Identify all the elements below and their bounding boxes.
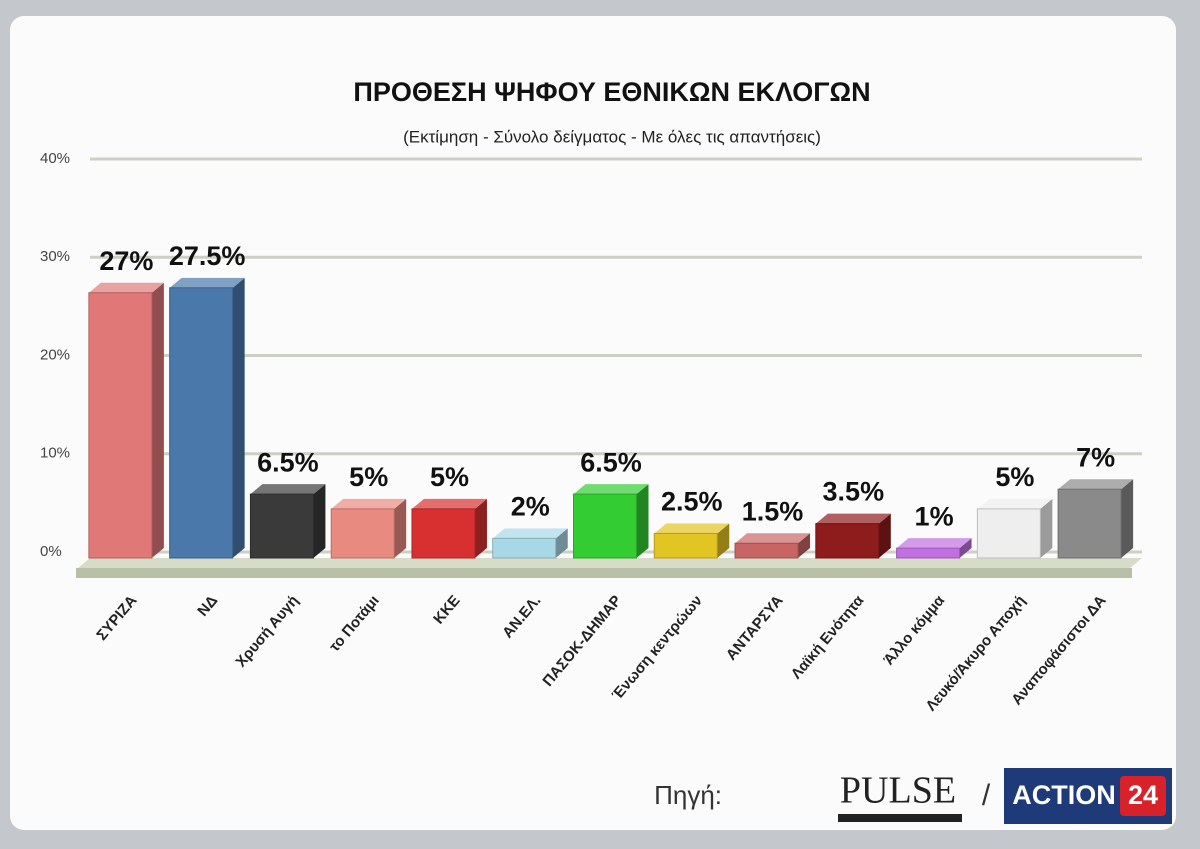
bar-side	[717, 523, 730, 558]
value-label: 27%	[99, 246, 153, 276]
bar-top	[250, 484, 326, 495]
bar-side	[959, 538, 972, 558]
bar-top	[896, 538, 972, 549]
bar-top	[88, 282, 164, 293]
floor-top	[78, 558, 1142, 568]
value-label: 6.5%	[257, 447, 319, 477]
y-tick-label: 10%	[40, 445, 70, 462]
panel	[10, 16, 1176, 830]
value-label: 5%	[430, 462, 469, 492]
chart-title: ΠΡΟΘΕΣΗ ΨΗΦΟΥ ΕΘΝΙΚΩΝ ΕΚΛΟΓΩΝ	[353, 77, 870, 107]
logo-action-box	[1120, 776, 1166, 816]
logo-action-number: 24	[1128, 780, 1158, 810]
logo-action: ACTION	[1012, 780, 1116, 810]
value-label: 2%	[511, 491, 550, 521]
bar-top	[815, 513, 891, 524]
bar-side	[151, 282, 164, 558]
value-label: 5%	[349, 462, 388, 492]
bar-top	[492, 528, 568, 539]
logo-pulse: PULSE	[840, 770, 956, 812]
bar	[976, 508, 1041, 559]
bar-side	[798, 533, 811, 558]
bar-side	[555, 528, 568, 558]
bar-top	[573, 484, 649, 495]
bar	[815, 523, 880, 559]
value-label: 1.5%	[742, 496, 804, 526]
bar	[411, 508, 476, 559]
bar-side	[1040, 498, 1053, 558]
y-tick-label: 30%	[40, 248, 70, 265]
bar-top	[977, 498, 1053, 509]
separator: /	[982, 779, 991, 812]
bar	[1057, 488, 1122, 559]
bar-side	[232, 277, 245, 558]
bar	[896, 547, 961, 559]
value-label: 3.5%	[823, 477, 885, 507]
value-label: 1%	[915, 501, 954, 531]
logo-pulse-bar	[838, 814, 962, 822]
source-label: Πηγή:	[654, 780, 722, 810]
y-tick-label: 0%	[40, 543, 62, 560]
bar	[573, 493, 637, 559]
value-label: 6.5%	[580, 447, 642, 477]
bar-side	[878, 513, 891, 558]
bar	[653, 532, 718, 559]
bar	[169, 287, 234, 559]
bar	[249, 493, 314, 559]
bar	[88, 292, 153, 559]
bar-side	[1121, 479, 1134, 558]
bar	[330, 508, 395, 559]
bar-side	[313, 484, 326, 558]
y-tick-label: 20%	[40, 346, 70, 363]
value-label: 27.5%	[169, 241, 246, 271]
bar	[492, 537, 557, 559]
bar-top	[1058, 479, 1134, 490]
bar	[734, 542, 799, 559]
bar-side	[394, 498, 407, 558]
bar-top	[169, 277, 245, 288]
bar-top	[411, 498, 487, 509]
value-label: 2.5%	[661, 487, 723, 517]
y-tick-label: 40%	[40, 150, 70, 167]
bar-side	[636, 484, 649, 558]
value-label: 7%	[1076, 442, 1115, 472]
bar-top	[331, 498, 407, 509]
bar-side	[474, 498, 487, 558]
value-label: 5%	[995, 462, 1034, 492]
bar-top	[654, 523, 730, 534]
bar-top	[735, 533, 811, 544]
floor-front	[76, 568, 1132, 578]
chart-subtitle: (Εκτίμηση - Σύνολο δείγματος - Με όλες τ…	[403, 127, 821, 146]
